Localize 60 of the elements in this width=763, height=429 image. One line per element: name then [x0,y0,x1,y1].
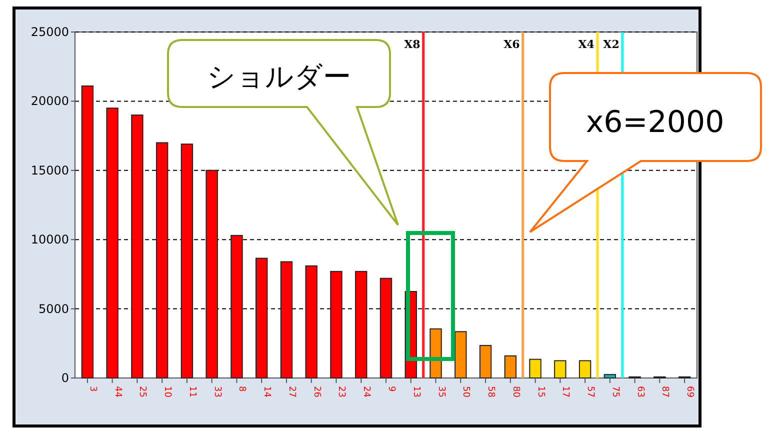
bar [330,270,342,378]
y-tick-label: 10000 [30,232,69,247]
x-tick-label: 11 [186,386,197,398]
bar [604,374,616,378]
x-tick-label: 24 [361,386,372,398]
y-tick-label: 5000 [38,302,69,316]
y-tick-label: 15000 [30,163,69,178]
bar [380,278,392,378]
ref-line-label: X4 [578,38,595,51]
bar [504,355,516,378]
annotation: x6=2000 [586,105,724,140]
ref-line-label: X2 [603,38,620,51]
y-tick-label: 20000 [30,94,69,108]
speech-bubble: ショルダー [167,39,399,226]
bar [355,270,368,378]
bar [230,234,243,378]
x-tick-label: 87 [660,386,670,398]
bar [156,142,168,378]
x-tick-label: 8 [236,386,247,392]
x-tick-label: 33 [212,386,222,398]
x-tick-label: 17 [560,386,570,398]
bar [454,331,467,378]
x-tick-label: 3 [87,386,98,392]
bar [554,360,566,378]
bar [256,258,268,378]
x-tick-label: 15 [535,386,546,398]
bar [131,114,144,378]
bar [280,261,293,378]
bar [479,344,492,378]
x-tick-label: 10 [162,386,172,398]
ref-line-label: X6 [504,38,520,51]
x-tick-label: 35 [436,386,446,398]
bar [529,358,542,378]
x-tick-label: 27 [286,386,296,398]
speech-bubble: x6=2000 [529,72,762,233]
x-tick-label: 9 [386,386,396,392]
x-tick-label: 75 [610,386,620,398]
x-tick-label: 26 [311,386,322,398]
bar [106,108,118,378]
x-tick-label: 57 [585,386,596,398]
y-tick-label: 0 [61,371,69,385]
bar [305,265,318,378]
annotation: ショルダー [207,60,351,93]
bar [430,328,442,378]
x-tick-label: 44 [112,386,122,398]
bar [81,85,94,378]
y-tick-label: 25000 [30,25,69,39]
x-tick-label: 63 [634,386,645,398]
bar [206,170,218,378]
x-tick-label: 80 [510,386,520,398]
bar [180,144,194,378]
x-tick-label: 50 [460,386,471,398]
x-tick-label: 69 [684,386,695,398]
x-tick-label: 13 [410,386,421,398]
bar [578,360,592,378]
ref-line-label: X8 [404,38,421,51]
x-tick-label: 25 [137,386,148,398]
x-tick-label: 58 [486,386,496,398]
x-tick-label: 14 [262,386,272,398]
x-tick-label: 23 [336,386,346,398]
